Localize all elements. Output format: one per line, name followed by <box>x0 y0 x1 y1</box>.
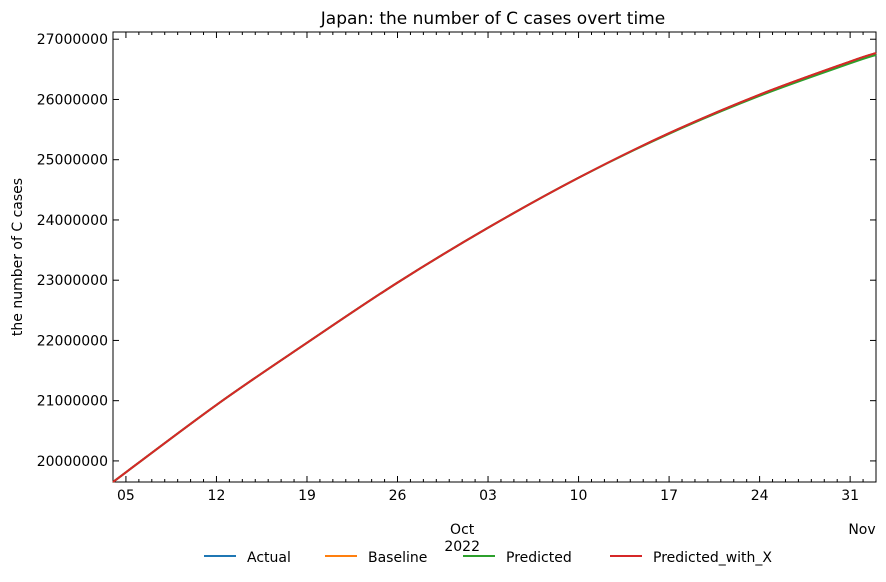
legend: Actual Baseline Predicted Predicted_with_X <box>204 550 772 566</box>
x-tick-label-7: 24 <box>751 488 769 504</box>
series-line-predicted <box>112 53 877 483</box>
legend-label-2: Predicted <box>506 550 572 566</box>
chart-title: Japan: the number of C cases overt time <box>320 9 665 29</box>
y-axis-label: the number of C cases <box>10 178 26 336</box>
y-tick-label-3: 23000000 <box>37 273 108 289</box>
x-month-label-1: Nov <box>848 522 875 538</box>
y-tick-label-7: 27000000 <box>37 32 108 48</box>
y-tick-label-1: 21000000 <box>37 394 108 410</box>
x-tick-label-4: 03 <box>479 488 497 504</box>
y-tick-label-5: 25000000 <box>37 153 108 169</box>
y-tick-label-2: 22000000 <box>37 333 108 349</box>
series-line-predicted-with-x <box>112 52 877 483</box>
y-axis: 20000000 21000000 22000000 23000000 24000000… <box>37 32 876 470</box>
x-tick-label-1: 12 <box>208 488 226 504</box>
x-tick-label-6: 17 <box>660 488 678 504</box>
y-tick-label-4: 24000000 <box>37 213 108 229</box>
legend-label-3: Predicted_with_X <box>653 550 772 566</box>
legend-label-0: Actual <box>247 550 291 566</box>
x-tick-label-0: 05 <box>117 488 135 504</box>
legend-label-1: Baseline <box>368 550 427 566</box>
series-line-baseline <box>112 52 877 483</box>
x-tick-label-3: 26 <box>389 488 407 504</box>
x-tick-label-8: 31 <box>841 488 859 504</box>
x-year-label-0: 2022 <box>444 539 480 555</box>
x-tick-label-5: 10 <box>570 488 588 504</box>
y-tick-label-0: 20000000 <box>37 454 108 470</box>
series-lines <box>112 52 877 483</box>
x-tick-label-2: 19 <box>298 488 316 504</box>
x-month-label-0: Oct <box>450 522 475 538</box>
series-line-actual <box>112 52 877 483</box>
plot-area <box>112 31 877 483</box>
y-tick-label-6: 26000000 <box>37 92 108 108</box>
